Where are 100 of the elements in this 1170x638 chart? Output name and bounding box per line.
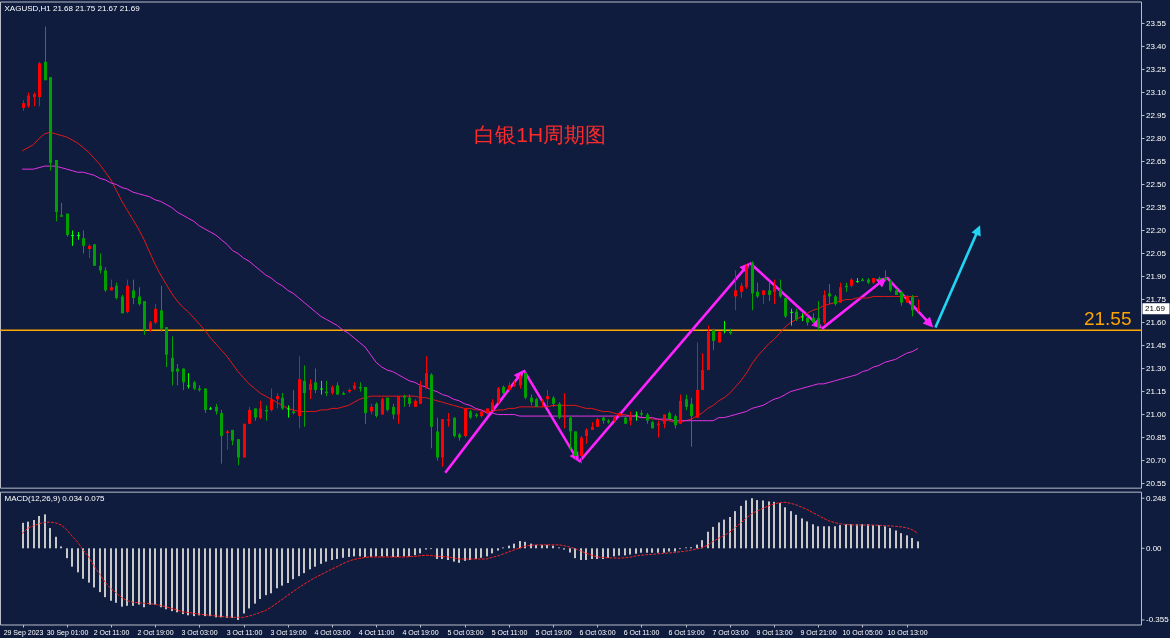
bar — [364, 548, 366, 557]
bar — [657, 548, 659, 553]
bar — [397, 548, 399, 557]
bar — [204, 548, 206, 617]
bar — [707, 531, 709, 549]
bar — [806, 521, 808, 549]
bar — [745, 500, 747, 549]
bar — [121, 548, 123, 607]
bar — [348, 548, 350, 557]
bar — [475, 548, 477, 559]
bar — [795, 514, 797, 549]
y-tick-label: 21.45 — [1146, 341, 1167, 351]
y-tick-label: 22.80 — [1146, 133, 1167, 143]
bar — [386, 548, 388, 557]
bar — [580, 548, 582, 560]
bar — [729, 517, 731, 549]
bar — [629, 548, 631, 555]
bar — [126, 548, 128, 606]
bar — [209, 548, 211, 617]
y-tick-label: 0.248 — [1146, 493, 1167, 503]
bar — [359, 548, 361, 557]
bar — [817, 526, 819, 549]
bar — [138, 548, 140, 605]
bar — [828, 526, 830, 549]
bar — [453, 548, 455, 562]
bar — [353, 548, 355, 557]
bar — [49, 528, 51, 549]
y-tick-label: 20.85 — [1146, 433, 1167, 443]
bar — [784, 507, 786, 549]
bar — [331, 548, 333, 560]
y-tick-label: 21.15 — [1146, 387, 1167, 397]
bar — [44, 514, 46, 549]
bar — [143, 548, 145, 608]
bar — [906, 535, 908, 549]
bar — [640, 548, 642, 553]
bar — [270, 548, 272, 594]
bar — [182, 548, 184, 615]
bar — [248, 548, 250, 609]
bar — [464, 548, 466, 561]
bar — [193, 548, 195, 617]
bar — [723, 519, 725, 549]
y-tick-label: 21.90 — [1146, 272, 1167, 282]
bar — [812, 524, 814, 549]
y-tick-label: 23.25 — [1146, 64, 1167, 74]
bar — [160, 548, 162, 608]
bar — [110, 548, 112, 601]
bar — [215, 548, 217, 618]
bar — [292, 548, 294, 580]
bar — [751, 498, 753, 549]
bar — [756, 500, 758, 549]
bar — [115, 548, 117, 603]
bar — [22, 522, 24, 549]
bar — [287, 548, 289, 584]
chart-title: XAGUSD,H1 21.68 21.75 21.67 21.69 — [4, 4, 141, 13]
bar — [768, 501, 770, 549]
bar — [276, 548, 278, 589]
bar — [762, 500, 764, 549]
y-tick-label: 22.20 — [1146, 226, 1167, 236]
bar — [436, 548, 438, 559]
bar — [171, 548, 173, 612]
bar — [624, 548, 626, 556]
bar — [872, 525, 874, 549]
bar — [265, 548, 267, 596]
bar — [845, 524, 847, 549]
y-tick-label: 20.55 — [1146, 479, 1167, 489]
bar — [38, 515, 40, 549]
bar — [867, 524, 869, 549]
bar — [298, 548, 300, 577]
bar — [850, 524, 852, 549]
bar — [486, 548, 488, 557]
bar — [773, 501, 775, 549]
bar — [231, 548, 233, 618]
bar — [419, 548, 421, 554]
bar — [198, 548, 200, 616]
bar — [220, 548, 222, 618]
bar — [187, 548, 189, 616]
y-tick-label: 23.40 — [1146, 41, 1167, 51]
bar — [392, 548, 394, 557]
bar — [740, 505, 742, 549]
annotation: 白银1H周期图 — [474, 123, 607, 147]
bar — [618, 548, 620, 556]
bar — [823, 526, 825, 549]
y-tick-label: 23.10 — [1146, 87, 1167, 97]
bar — [93, 548, 95, 588]
bar — [911, 537, 913, 549]
bar — [104, 548, 106, 598]
bar — [718, 522, 720, 549]
bar — [254, 548, 256, 604]
bar — [884, 526, 886, 549]
bar — [226, 548, 228, 618]
y-tick-label: 20.70 — [1146, 456, 1167, 466]
bar — [646, 548, 648, 553]
bar — [497, 548, 499, 551]
bar — [243, 548, 245, 614]
y-tick-label: 21.75 — [1146, 295, 1167, 305]
bar — [734, 511, 736, 549]
bar — [66, 548, 68, 559]
y-tick-label: 22.50 — [1146, 180, 1167, 189]
bar — [165, 548, 167, 610]
bar — [281, 548, 283, 586]
